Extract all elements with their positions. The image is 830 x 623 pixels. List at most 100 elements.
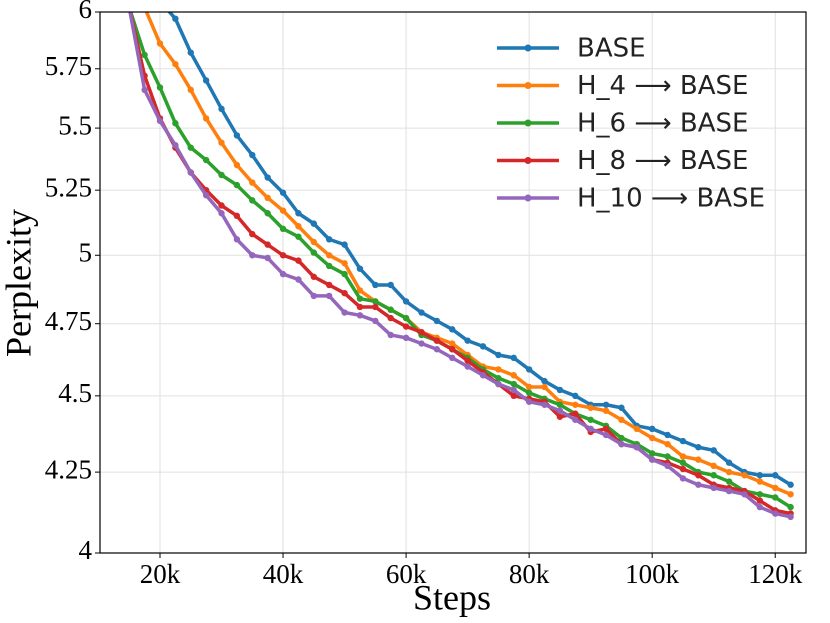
data-point xyxy=(372,281,379,289)
data-point xyxy=(264,194,271,202)
data-point xyxy=(787,503,794,511)
data-point xyxy=(295,223,302,230)
data-point xyxy=(279,189,287,196)
data-point xyxy=(710,462,717,470)
y-tick-label: 4.5 xyxy=(58,378,92,408)
data-point xyxy=(202,156,210,164)
data-point xyxy=(772,472,779,479)
data-point xyxy=(325,292,333,300)
data-point xyxy=(341,289,348,297)
data-point xyxy=(172,60,179,68)
data-point xyxy=(556,386,564,394)
data-point xyxy=(449,326,456,333)
data-point xyxy=(525,383,533,391)
data-point xyxy=(202,115,210,122)
data-point xyxy=(679,437,687,445)
data-point xyxy=(187,169,194,176)
data-point xyxy=(556,401,564,408)
data-point xyxy=(741,491,748,498)
data-point xyxy=(356,265,364,272)
y-tick-label: 5.25 xyxy=(45,172,92,202)
data-point xyxy=(695,456,702,463)
data-point xyxy=(249,179,256,186)
data-point xyxy=(295,257,302,264)
data-point xyxy=(402,314,410,322)
data-point xyxy=(495,351,502,359)
data-point xyxy=(479,372,487,379)
data-point xyxy=(387,331,394,339)
data-point xyxy=(695,472,702,479)
data-point xyxy=(725,459,733,466)
legend-label: BASE xyxy=(577,34,646,64)
x-tick-label: 40k xyxy=(263,559,304,589)
data-point xyxy=(356,303,364,311)
x-axis-label: Steps xyxy=(413,577,491,617)
data-point xyxy=(541,377,548,385)
x-tick-label: 100k xyxy=(625,559,680,589)
data-point xyxy=(710,472,717,479)
data-point xyxy=(602,425,610,433)
plot-frame xyxy=(99,11,807,554)
data-point xyxy=(264,241,271,248)
data-point xyxy=(772,494,779,501)
series-line xyxy=(144,12,792,496)
legend-label: H_10 ⟶ BASE xyxy=(577,184,765,214)
data-point xyxy=(449,340,456,347)
data-point xyxy=(633,425,641,433)
data-point xyxy=(587,416,594,423)
data-point xyxy=(218,202,225,209)
x-tick-label: 20k xyxy=(140,559,181,589)
data-point xyxy=(741,472,748,479)
data-point xyxy=(202,77,210,84)
data-point xyxy=(787,481,794,488)
data-point xyxy=(541,383,548,391)
data-point xyxy=(710,484,717,492)
data-point xyxy=(510,392,517,400)
data-point xyxy=(264,174,271,181)
data-point xyxy=(679,465,687,473)
data-point xyxy=(725,487,733,495)
data-point xyxy=(433,337,441,344)
data-point xyxy=(249,151,256,159)
data-point xyxy=(402,298,410,305)
data-point xyxy=(310,273,317,280)
data-point xyxy=(141,86,148,94)
data-point xyxy=(249,197,256,204)
data-point xyxy=(664,462,671,470)
data-point xyxy=(787,491,794,498)
data-point xyxy=(495,374,502,382)
data-point xyxy=(372,298,379,305)
data-point xyxy=(464,363,471,370)
data-point xyxy=(495,366,502,373)
data-point xyxy=(172,141,179,149)
data-point xyxy=(310,238,317,246)
legend-marker xyxy=(524,194,532,202)
data-point xyxy=(387,314,394,322)
data-point xyxy=(233,181,241,189)
data-point xyxy=(157,0,163,4)
data-point xyxy=(479,343,487,350)
data-point xyxy=(264,254,271,262)
data-point xyxy=(449,346,456,353)
data-point xyxy=(387,281,394,289)
data-point xyxy=(510,372,517,379)
data-point xyxy=(187,49,194,56)
data-point xyxy=(433,346,441,353)
data-point xyxy=(156,84,164,91)
data-point xyxy=(510,386,517,394)
data-point xyxy=(295,210,302,217)
data-point xyxy=(172,15,179,22)
data-point xyxy=(126,4,132,10)
data-point xyxy=(556,407,564,414)
data-point xyxy=(356,295,364,302)
data-point xyxy=(618,404,625,411)
data-point xyxy=(618,434,625,442)
data-point xyxy=(356,287,364,294)
data-point xyxy=(418,340,425,347)
data-point xyxy=(325,252,333,259)
legend-label: H_6 ⟶ BASE xyxy=(577,109,748,139)
data-point xyxy=(341,260,348,267)
data-point xyxy=(249,252,256,259)
data-point xyxy=(356,312,364,319)
